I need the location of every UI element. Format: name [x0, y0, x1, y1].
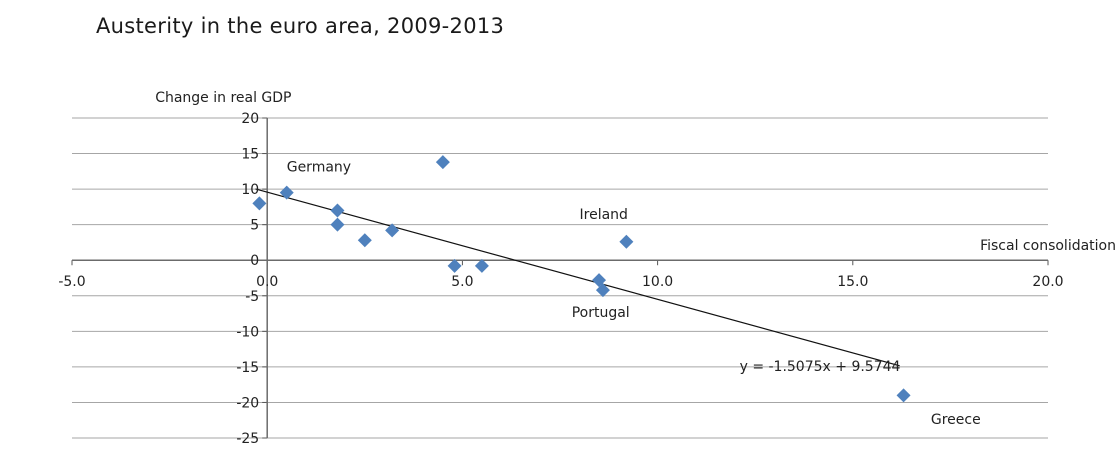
- x-tick-label: 10.0: [642, 274, 673, 290]
- y-tick-label: 5: [250, 218, 259, 234]
- y-tick-label: -15: [236, 360, 259, 376]
- y-tick-label: -20: [236, 395, 259, 411]
- point-annotation: Greece: [931, 412, 981, 428]
- axes: [71, 117, 1049, 439]
- data-point: [330, 217, 345, 232]
- point-annotation: Germany: [287, 159, 351, 175]
- data-point: [447, 258, 462, 273]
- trendline: [255, 188, 900, 367]
- point-annotation: Ireland: [580, 207, 628, 223]
- y-tick-label: -10: [236, 324, 259, 340]
- data-point: [357, 233, 372, 248]
- labels: 20 15 10 5 0 -5 -10 -15 -20 -25 -5.0 0.0 5.0 10.0 15.0…: [58, 90, 1116, 447]
- data-point: [896, 388, 911, 403]
- y-tick-label: 15: [241, 147, 259, 163]
- data-point: [474, 258, 489, 273]
- trendline-group: [255, 188, 900, 367]
- trendline-equation: y = -1.5075x + 9.5744: [740, 359, 901, 375]
- grid: [72, 117, 1048, 439]
- y-tick-label: -25: [236, 431, 259, 447]
- chart-title: Austerity in the euro area, 2009-2013: [96, 14, 505, 38]
- x-tick-label: 20.0: [1032, 274, 1063, 290]
- y-tick-label: 0: [250, 253, 259, 269]
- y-axis-title: Change in real GDP: [155, 90, 291, 106]
- data-point: [595, 283, 610, 298]
- data-point: [279, 185, 294, 200]
- data-point: [619, 234, 634, 249]
- data-point: [330, 203, 345, 218]
- data-point: [385, 223, 400, 238]
- y-tick-label: -5: [245, 289, 259, 305]
- x-tick-label: 0.0: [256, 274, 278, 290]
- data-point: [435, 155, 450, 170]
- x-tick-label: 5.0: [451, 274, 473, 290]
- point-annotation: Portugal: [572, 305, 630, 321]
- x-tick-label: 15.0: [837, 274, 868, 290]
- data-points: [252, 155, 911, 403]
- x-tick-label: -5.0: [58, 274, 85, 290]
- data-point: [252, 196, 267, 211]
- y-tick-label: 20: [241, 111, 259, 127]
- x-axis-title: Fiscal consolidation: [980, 238, 1116, 254]
- y-tick-label: 10: [241, 182, 259, 198]
